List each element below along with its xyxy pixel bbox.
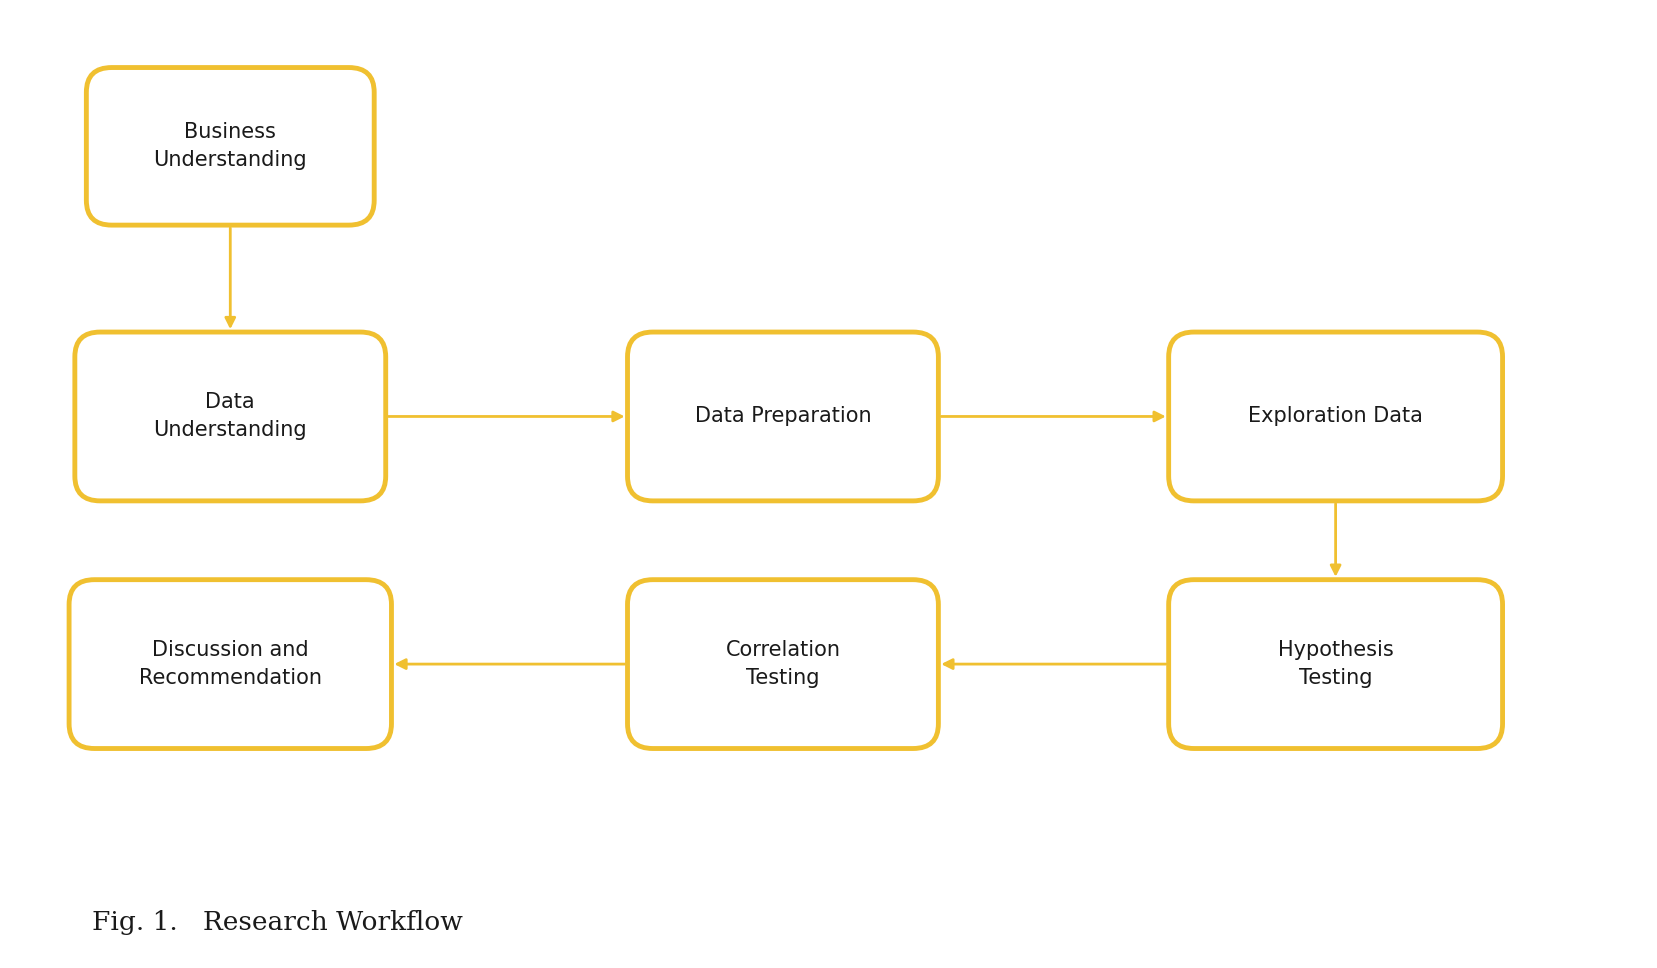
FancyBboxPatch shape [70,580,391,748]
FancyBboxPatch shape [626,332,938,500]
Text: Discussion and
Recommendation: Discussion and Recommendation [139,640,321,688]
FancyBboxPatch shape [626,580,938,748]
Text: Exploration Data: Exploration Data [1248,407,1422,427]
Text: Data Preparation: Data Preparation [694,407,870,427]
FancyBboxPatch shape [1168,332,1501,500]
FancyBboxPatch shape [75,332,386,500]
FancyBboxPatch shape [86,68,374,226]
Text: Correlation
Testing: Correlation Testing [726,640,840,688]
Text: Business
Understanding: Business Understanding [154,122,307,170]
Text: Hypothesis
Testing: Hypothesis Testing [1278,640,1392,688]
Text: Fig. 1.   Research Workflow: Fig. 1. Research Workflow [93,911,462,935]
FancyBboxPatch shape [1168,580,1501,748]
Text: Data
Understanding: Data Understanding [154,392,307,440]
